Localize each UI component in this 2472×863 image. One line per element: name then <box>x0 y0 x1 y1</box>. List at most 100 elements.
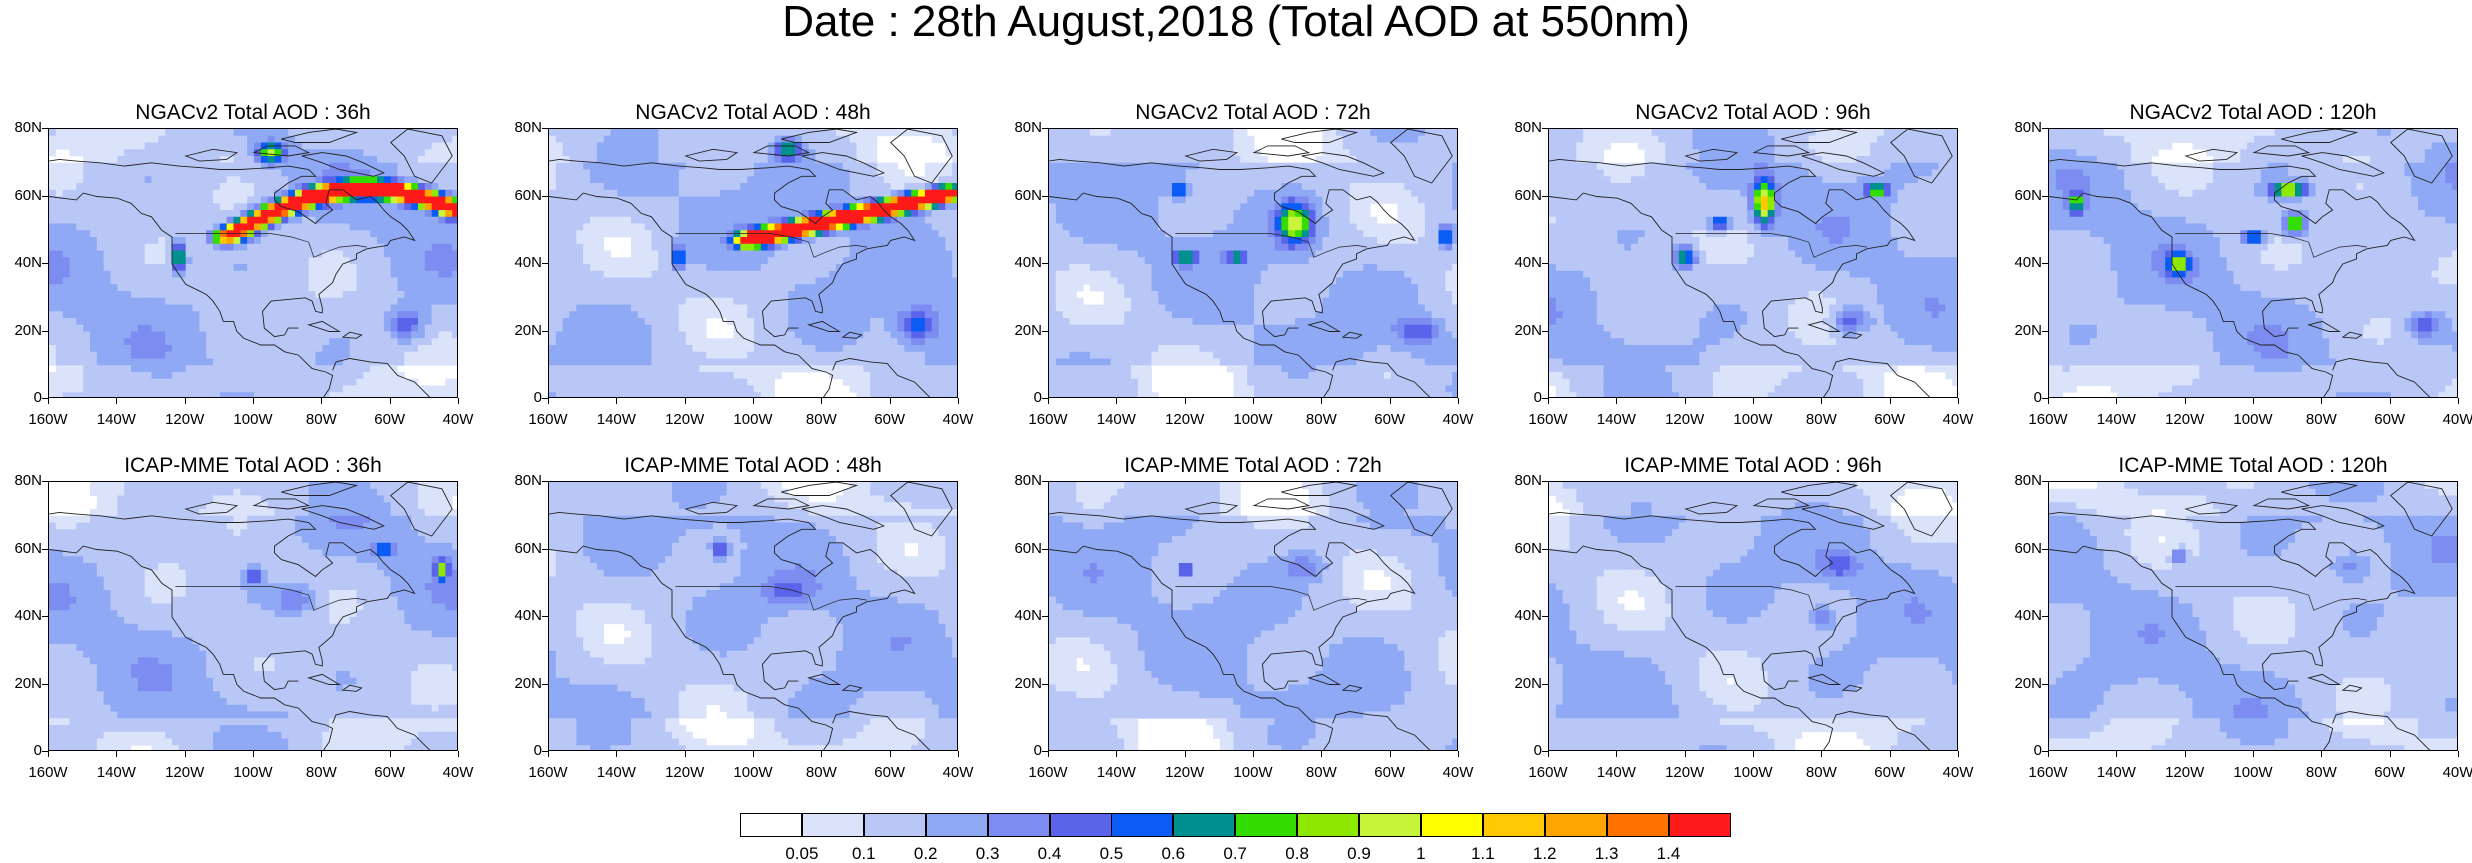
lat-tick <box>2042 263 2048 264</box>
aod-grid-cells <box>1049 482 1458 751</box>
lon-tick <box>821 398 822 404</box>
lat-tick <box>42 263 48 264</box>
aod-field-svg <box>2049 482 2458 751</box>
lon-tick-label: 120W <box>155 765 215 781</box>
lon-tick <box>1685 751 1686 757</box>
lon-tick <box>753 751 754 757</box>
lon-tick <box>821 751 822 757</box>
lat-tick <box>1042 331 1048 332</box>
lon-tick <box>1821 751 1822 757</box>
lat-tick <box>542 616 548 617</box>
colorbar-label: 0.3 <box>963 845 1013 863</box>
lon-tick <box>458 751 459 757</box>
colorbar-swatch <box>1297 813 1359 837</box>
lon-tick <box>2458 398 2459 404</box>
lat-tick-label: 60N <box>2002 188 2042 204</box>
lon-tick <box>1616 751 1617 757</box>
lon-tick <box>2253 398 2254 404</box>
colorbar-label: 0.05 <box>777 845 827 863</box>
lon-tick <box>1116 751 1117 757</box>
lat-tick <box>1042 481 1048 482</box>
lon-tick <box>1390 751 1391 757</box>
panel-title: NGACv2 Total AOD : 48h <box>548 101 958 125</box>
lat-tick-label: 0 <box>2002 390 2042 406</box>
lon-tick <box>458 398 459 404</box>
lat-tick-label: 0 <box>502 390 542 406</box>
lat-tick-label: 40N <box>2002 608 2042 624</box>
lon-tick <box>958 751 959 757</box>
colorbar-swatch <box>926 813 988 837</box>
aod-grid-cells <box>2049 482 2458 751</box>
lon-tick-label: 60W <box>860 412 920 428</box>
lon-tick <box>390 751 391 757</box>
lat-tick-label: 40N <box>2 608 42 624</box>
lat-tick-label: 80N <box>2002 473 2042 489</box>
lat-tick-label: 20N <box>2002 323 2042 339</box>
colorbar-swatch <box>1421 813 1483 837</box>
lon-tick-label: 140W <box>86 765 146 781</box>
lat-tick <box>2042 196 2048 197</box>
lon-tick <box>116 398 117 404</box>
panel-title: ICAP-MME Total AOD : 36h <box>48 454 458 478</box>
lon-tick <box>2116 398 2117 404</box>
lon-tick-label: 80W <box>1291 412 1351 428</box>
lon-tick-label: 160W <box>518 412 578 428</box>
lat-tick <box>42 481 48 482</box>
lon-tick <box>548 751 549 757</box>
lon-tick <box>685 751 686 757</box>
lat-tick <box>542 481 548 482</box>
lon-tick-label: 140W <box>86 412 146 428</box>
lon-tick-label: 60W <box>1860 412 1920 428</box>
lat-tick <box>542 196 548 197</box>
lon-tick-label: 100W <box>2223 765 2283 781</box>
lat-tick <box>1542 196 1548 197</box>
lon-tick-label: 100W <box>723 765 783 781</box>
panel-title: ICAP-MME Total AOD : 96h <box>1548 454 1958 478</box>
aod-field-svg <box>2049 129 2458 398</box>
colorbar-swatch <box>1235 813 1297 837</box>
colorbar-swatch <box>1050 813 1112 837</box>
lon-tick <box>1048 751 1049 757</box>
aod-field-svg <box>49 482 458 751</box>
lat-tick <box>542 263 548 264</box>
lon-tick-label: 100W <box>1723 412 1783 428</box>
colorbar-label: 0.7 <box>1210 845 1260 863</box>
lon-tick <box>1958 751 1959 757</box>
lon-tick <box>2048 398 2049 404</box>
lat-tick <box>1042 196 1048 197</box>
lat-tick <box>42 616 48 617</box>
lon-tick <box>1821 398 1822 404</box>
lon-tick-label: 80W <box>291 412 351 428</box>
lon-tick <box>1185 398 1186 404</box>
lon-tick <box>2048 751 2049 757</box>
lon-tick <box>1253 751 1254 757</box>
colorbar-label: 1.3 <box>1582 845 1632 863</box>
lon-tick <box>253 751 254 757</box>
lon-tick-label: 160W <box>18 765 78 781</box>
lon-tick <box>1390 398 1391 404</box>
colorbar-label: 0.2 <box>901 845 951 863</box>
lon-tick <box>753 398 754 404</box>
lat-tick-label: 80N <box>1502 473 1542 489</box>
lon-tick-label: 160W <box>518 765 578 781</box>
lon-tick <box>1890 751 1891 757</box>
lon-tick-label: 120W <box>1655 412 1715 428</box>
lon-tick <box>48 751 49 757</box>
lon-tick <box>616 398 617 404</box>
lon-tick-label: 140W <box>2086 412 2146 428</box>
lat-tick <box>42 331 48 332</box>
aod-map <box>48 481 458 751</box>
lat-tick-label: 40N <box>1502 255 1542 271</box>
lon-tick-label: 140W <box>2086 765 2146 781</box>
lon-tick-label: 40W <box>1928 412 1988 428</box>
lon-tick <box>185 398 186 404</box>
aod-map <box>2048 481 2458 751</box>
lat-tick <box>542 331 548 332</box>
lon-tick <box>958 398 959 404</box>
lat-tick-label: 60N <box>2 188 42 204</box>
lon-tick-label: 60W <box>360 765 420 781</box>
lon-tick-label: 40W <box>428 765 488 781</box>
lat-tick-label: 60N <box>1002 188 1042 204</box>
colorbar-label: 0.4 <box>1025 845 1075 863</box>
lon-tick <box>1253 398 1254 404</box>
